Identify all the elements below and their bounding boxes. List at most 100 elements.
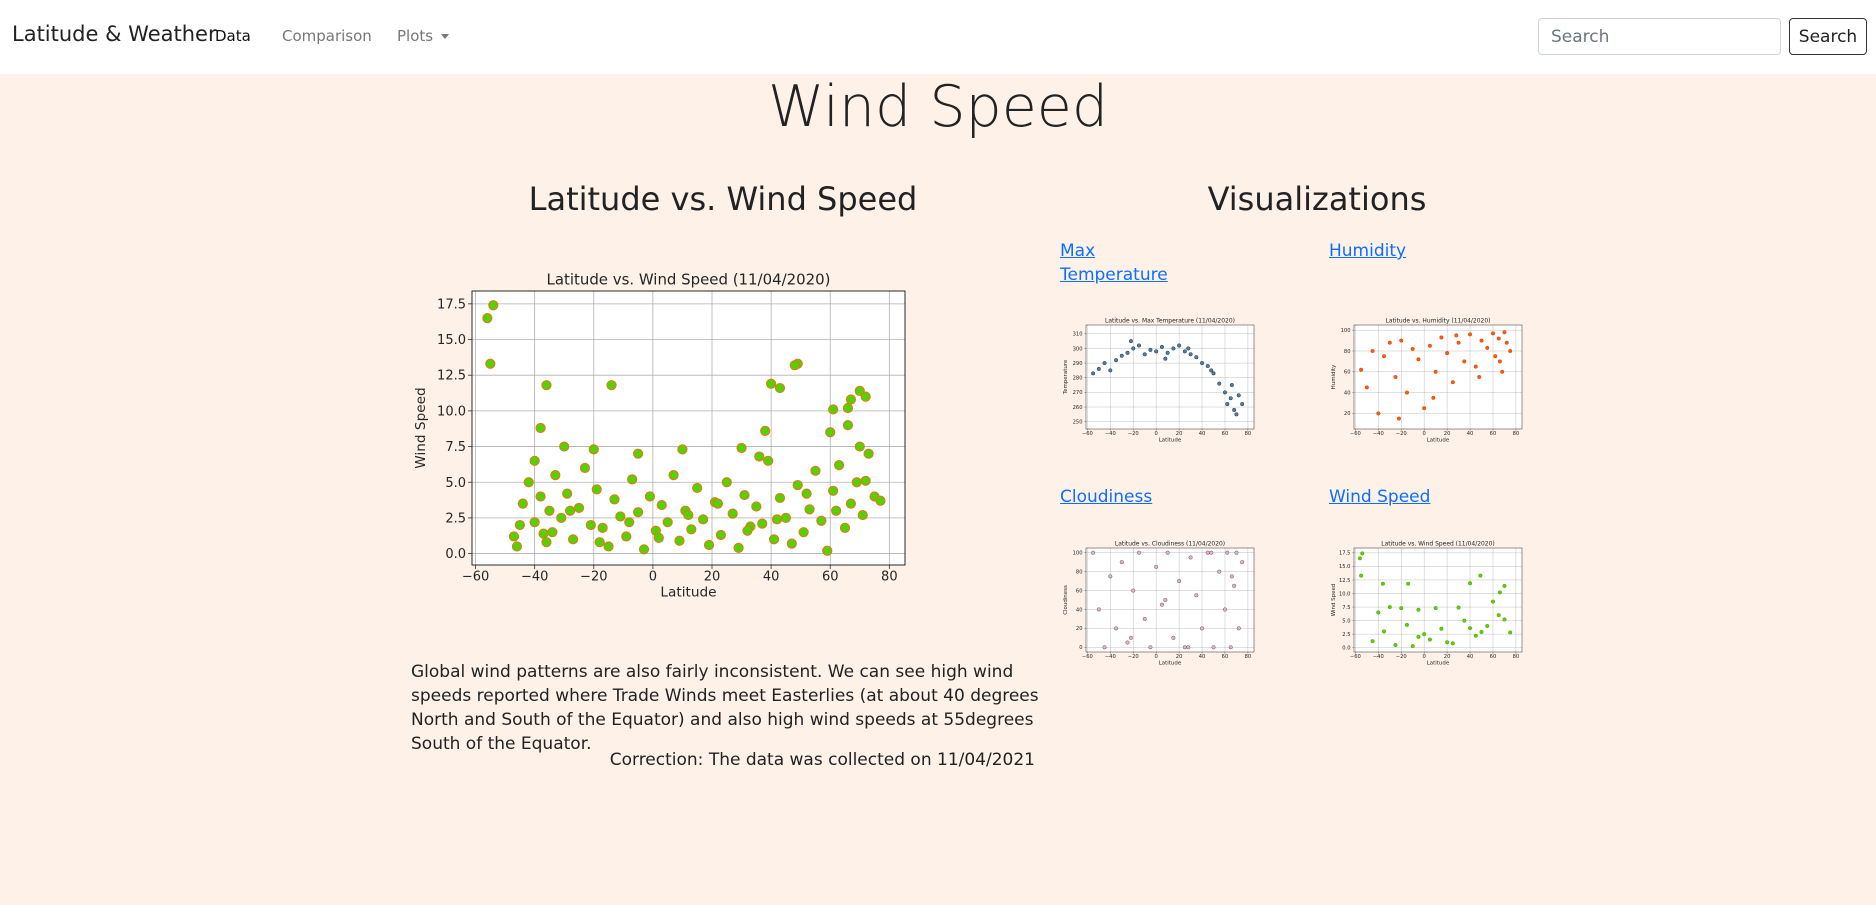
scatter-chart: −60 −40 −20 0 20 40 60 80 0.0 2.5 5.0 7.5 10.0 12.5 15… <box>413 271 906 600</box>
data-point <box>1228 396 1233 401</box>
search-input[interactable] <box>1538 18 1781 55</box>
data-point <box>1445 351 1450 356</box>
y-tick-label: 0.0 <box>445 547 466 562</box>
data-point <box>523 477 534 488</box>
x-tick-label: 0 <box>649 570 657 585</box>
x-axis-label: Latitude <box>660 584 716 600</box>
thumbnail-chart[interactable]: −60 −40 −20 0 20 40 60 80 20 40 60 80 100 Latitude vs… <box>1330 313 1528 447</box>
plot-area <box>1354 325 1522 429</box>
data-point <box>1496 613 1501 618</box>
data-point <box>1177 579 1182 584</box>
viz-link[interactable]: Humidity <box>1329 241 1407 261</box>
data-point <box>1393 642 1398 647</box>
thumbnail-chart[interactable]: −60 −40 −20 0 20 40 60 80 0.0 2.5 5.0 7.5 10.0 12.5 15… <box>1330 536 1528 670</box>
data-point <box>541 537 552 548</box>
data-point <box>591 484 602 495</box>
data-point <box>1427 343 1432 348</box>
data-point <box>1502 617 1507 622</box>
data-point <box>1188 352 1193 357</box>
data-point <box>1376 411 1381 416</box>
data-point <box>538 528 549 539</box>
plot-area <box>1086 325 1254 429</box>
nav-dropdown[interactable]: Plots <box>397 27 450 45</box>
y-tick-label: 250 <box>1073 419 1083 425</box>
data-point <box>1125 640 1130 645</box>
y-tick-label: 17.5 <box>437 297 466 312</box>
data-point <box>573 502 585 514</box>
x-tick-label: 80 <box>881 570 898 585</box>
y-tick-label: 80 <box>1076 569 1083 575</box>
data-point <box>1119 560 1124 565</box>
data-point <box>860 391 871 402</box>
viz-link[interactable]: Wind Speed <box>1329 487 1431 507</box>
data-point <box>541 380 552 391</box>
data-point <box>727 508 738 519</box>
search-button[interactable]: Search <box>1789 18 1867 55</box>
y-tick-label: 2.5 <box>1342 632 1350 638</box>
data-point <box>1240 402 1245 407</box>
data-point <box>1125 350 1130 355</box>
data-point <box>766 378 777 389</box>
data-point <box>1222 607 1227 612</box>
data-point <box>1194 593 1199 598</box>
y-tick-label: 300 <box>1073 346 1083 352</box>
data-point <box>594 537 605 548</box>
data-point <box>1182 645 1187 650</box>
data-point <box>565 505 576 516</box>
data-point <box>535 422 546 434</box>
data-point <box>1091 550 1096 555</box>
x-tick-label: −40 <box>1105 654 1116 660</box>
viz-link[interactable]: Max Temperature <box>1060 241 1168 285</box>
data-point <box>816 515 827 526</box>
data-point <box>1416 607 1421 612</box>
data-point <box>1393 375 1398 380</box>
data-point <box>786 538 797 549</box>
data-point <box>588 444 599 455</box>
data-point <box>556 512 567 524</box>
x-tick-label: 40 <box>763 570 780 585</box>
data-point <box>609 494 620 505</box>
nav-link[interactable]: Comparison <box>282 27 372 45</box>
data-point <box>751 501 762 512</box>
y-tick-label: 0 <box>1079 645 1082 651</box>
y-tick-label: 270 <box>1073 390 1083 396</box>
data-point <box>1416 357 1421 362</box>
data-point <box>662 517 673 528</box>
data-point <box>1500 369 1505 374</box>
plot-frame <box>1085 324 1255 430</box>
data-point <box>1370 639 1375 644</box>
data-point <box>1416 634 1421 639</box>
data-point <box>1217 381 1222 386</box>
nav-link[interactable]: Data <box>215 27 251 45</box>
data-point <box>1114 358 1119 363</box>
data-point <box>828 404 839 415</box>
data-point <box>1114 626 1119 631</box>
data-point <box>624 517 635 528</box>
data-point <box>1163 356 1168 361</box>
data-point <box>754 451 765 462</box>
data-point <box>1128 339 1133 344</box>
data-point <box>1387 605 1392 610</box>
chart-title: Latitude vs. Humidity (11/04/2020) <box>1386 317 1491 324</box>
data-point <box>1445 640 1450 645</box>
data-point <box>757 518 768 529</box>
brand[interactable]: Latitude & Weather <box>12 22 217 46</box>
chart-title: Latitude vs. Cloudiness (11/04/2020) <box>1115 540 1225 547</box>
thumbnail-chart[interactable]: −60 −40 −20 0 20 40 60 80 0 20 40 60 80 100 Latitude v… <box>1062 536 1260 670</box>
data-point <box>1490 599 1495 604</box>
data-point <box>615 511 626 522</box>
x-tick-label: 0 <box>1423 654 1426 660</box>
data-point <box>562 488 573 499</box>
data-point <box>839 522 851 533</box>
chart-title: Latitude vs. Wind Speed (11/04/2020) <box>1381 540 1494 547</box>
data-point <box>508 531 520 542</box>
data-point <box>1504 340 1509 345</box>
data-point <box>1186 346 1191 351</box>
viz-link[interactable]: Cloudiness <box>1060 487 1153 507</box>
data-point <box>656 499 667 511</box>
thumbnail-chart[interactable]: −60 −40 −20 0 20 40 60 80 250 260 270 280 290 300 310 L… <box>1062 313 1260 447</box>
page-title: Wind Speed <box>767 74 1109 140</box>
data-point <box>1479 629 1484 634</box>
data-point <box>1410 644 1415 649</box>
data-point <box>1234 550 1239 555</box>
